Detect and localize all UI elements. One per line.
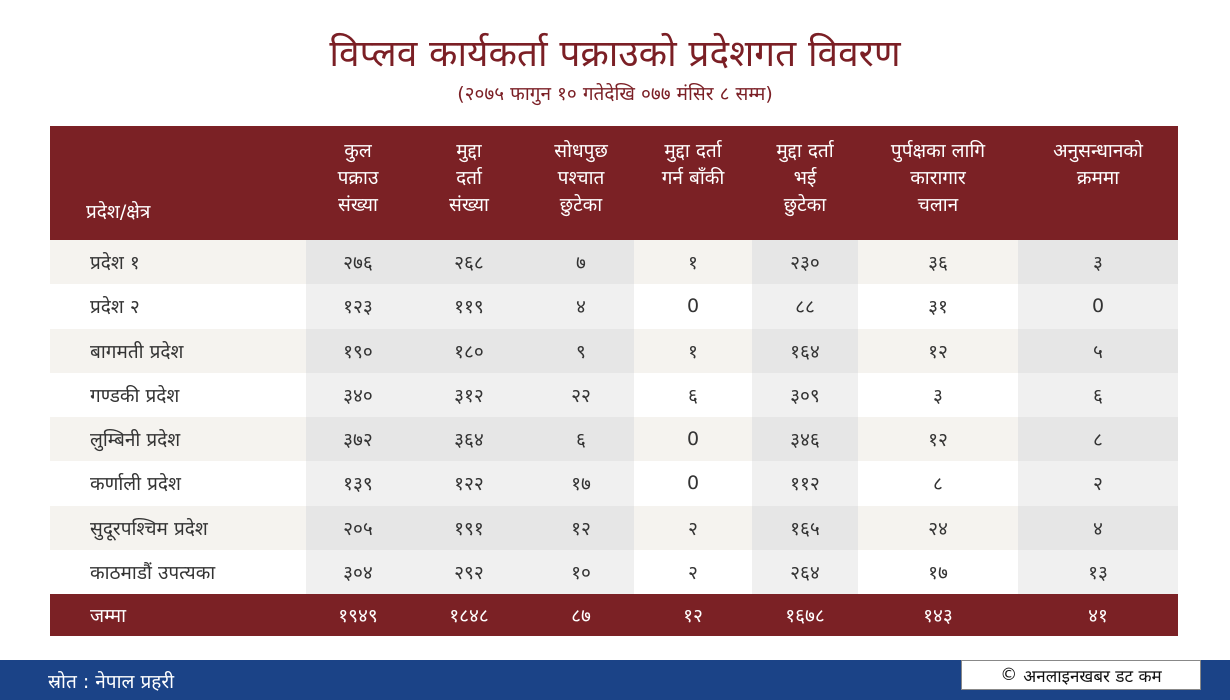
table-cell: ६ (1018, 372, 1178, 417)
column-header-released-after-inquiry: सोधपुछ पश्चात छुटेका (528, 126, 634, 240)
source-text: स्रोत : नेपाल प्रहरी (48, 671, 175, 693)
table-cell: ६ (528, 417, 634, 462)
table-cell: ३७२ (306, 417, 410, 462)
total-cell: १४३ (858, 594, 1018, 636)
table-cell: २३० (752, 240, 858, 285)
table-cell: ४ (1018, 505, 1178, 550)
region-name: कर्णाली प्रदेश (50, 461, 306, 506)
table-cell: २ (1018, 461, 1178, 506)
table-cell: ९ (528, 328, 634, 373)
column-header-cases-pending: मुद्दा दर्ता गर्न बाँकी (634, 126, 752, 240)
table-cell: ३४६ (752, 417, 858, 462)
table-row: कर्णाली प्रदेश १३९ १२२ १७ 0 ११२ ८ २ (50, 461, 1178, 506)
table-cell: १२३ (306, 284, 410, 329)
table-cell: २ (634, 549, 752, 594)
table-cell: ३ (1018, 240, 1178, 285)
column-header-total-arrests: कुल पक्राउ संख्या (306, 126, 410, 240)
table-cell: १० (528, 549, 634, 594)
table-cell: १२ (858, 328, 1018, 373)
table-cell: ८ (858, 461, 1018, 506)
table-cell: ११९ (410, 284, 528, 329)
table-cell: ३१ (858, 284, 1018, 329)
table-cell: २ (634, 505, 752, 550)
table-cell: ८ (1018, 417, 1178, 462)
table-cell: ३१२ (410, 372, 528, 417)
total-cell: १२ (634, 594, 752, 636)
table-cell: १८० (410, 328, 528, 373)
table-cell: १३९ (306, 461, 410, 506)
region-name: सुदूरपश्चिम प्रदेश (50, 505, 306, 550)
table-cell: २६८ (410, 240, 528, 285)
table-cell: ३६४ (410, 417, 528, 462)
table-cell: ४ (528, 284, 634, 329)
total-cell: १६७८ (752, 594, 858, 636)
table-cell: ३६ (858, 240, 1018, 285)
table-cell: १ (634, 240, 752, 285)
table-cell: १७ (528, 461, 634, 506)
table-cell: २७६ (306, 240, 410, 285)
total-row: जम्मा १९४९ १८४८ ८७ १२ १६७८ १४३ ४१ (50, 594, 1178, 636)
table-header-row: प्रदेश/क्षेत्र कुल पक्राउ संख्या मुद्दा दर्… (50, 126, 1178, 240)
table-cell: ६ (634, 372, 752, 417)
table-row: सुदूरपश्चिम प्रदेश २०५ १९१ १२ २ १६५ २४ ४ (50, 505, 1178, 550)
table-cell: ३०४ (306, 549, 410, 594)
table-cell: १२२ (410, 461, 528, 506)
table-cell: ७ (528, 240, 634, 285)
region-name: लुम्बिनी प्रदेश (50, 417, 306, 462)
table-row: बागमती प्रदेश १९० १८० ९ १ १६४ १२ ५ (50, 328, 1178, 373)
copyright-icon: © (1000, 665, 1018, 685)
region-name: बागमती प्रदेश (50, 328, 306, 373)
column-header-cases-filed: मुद्दा दर्ता संख्या (410, 126, 528, 240)
page-title: विप्लव कार्यकर्ता पक्राउको प्रदेशगत विवर… (329, 32, 901, 75)
footer-bar: स्रोत : नेपाल प्रहरी © अनलाइनखबर डट कम (0, 660, 1230, 700)
table-row: लुम्बिनी प्रदेश ३७२ ३६४ ६ 0 ३४६ १२ ८ (50, 417, 1178, 462)
total-cell: १९४९ (306, 594, 410, 636)
table-cell: ३ (858, 372, 1018, 417)
total-label: जम्मा (50, 594, 306, 636)
table-cell: ३४० (306, 372, 410, 417)
table-cell: १९० (306, 328, 410, 373)
region-name: गण्डकी प्रदेश (50, 372, 306, 417)
copyright-text: अनलाइनखबर डट कम (1023, 666, 1162, 687)
table-cell: 0 (1018, 284, 1178, 329)
table-cell: १३ (1018, 549, 1178, 594)
table-cell: ५ (1018, 328, 1178, 373)
arrest-table: प्रदेश/क्षेत्र कुल पक्राउ संख्या मुद्दा दर्… (50, 126, 1178, 636)
table-cell: ८८ (752, 284, 858, 329)
region-name: प्रदेश २ (50, 284, 306, 329)
total-cell: १८४८ (410, 594, 528, 636)
column-header-region: प्रदेश/क्षेत्र (50, 126, 306, 240)
table-cell: 0 (634, 461, 752, 506)
region-name: काठमाडौं उपत्यका (50, 549, 306, 594)
region-name: प्रदेश १ (50, 240, 306, 285)
table-cell: २०५ (306, 505, 410, 550)
table-cell: २६४ (752, 549, 858, 594)
table-cell: १ (634, 328, 752, 373)
page-subtitle: (२०७५ फागुन १० गतेदेखि ०७७ मंसिर ८ सम्म) (457, 83, 773, 105)
table-cell: १२ (858, 417, 1018, 462)
table-row: प्रदेश २ १२३ ११९ ४ 0 ८८ ३१ 0 (50, 284, 1178, 329)
table-cell: ३०९ (752, 372, 858, 417)
table-row: प्रदेश १ २७६ २६८ ७ १ २३० ३६ ३ (50, 240, 1178, 285)
total-cell: ४१ (1018, 594, 1178, 636)
table-cell: १६४ (752, 328, 858, 373)
copyright-badge: © अनलाइनखबर डट कम (961, 660, 1201, 690)
table-row: काठमाडौं उपत्यका ३०४ २९२ १० २ २६४ १७ १३ (50, 549, 1178, 594)
table-cell: ११२ (752, 461, 858, 506)
column-header-released-after-case: मुद्दा दर्ता भई छुटेका (752, 126, 858, 240)
total-cell: ८७ (528, 594, 634, 636)
table-cell: 0 (634, 284, 752, 329)
table-cell: २२ (528, 372, 634, 417)
table-cell: २९२ (410, 549, 528, 594)
table-cell: १९१ (410, 505, 528, 550)
table-cell: २४ (858, 505, 1018, 550)
table-cell: १२ (528, 505, 634, 550)
table-row: गण्डकी प्रदेश ३४० ३१२ २२ ६ ३०९ ३ ६ (50, 372, 1178, 417)
column-header-sent-to-prison: पुर्पक्षका लागि कारागार चलान (858, 126, 1018, 240)
column-header-under-investigation: अनुसन्धानको क्रममा (1018, 126, 1178, 240)
table-cell: १७ (858, 549, 1018, 594)
table-cell: 0 (634, 417, 752, 462)
table-cell: १६५ (752, 505, 858, 550)
